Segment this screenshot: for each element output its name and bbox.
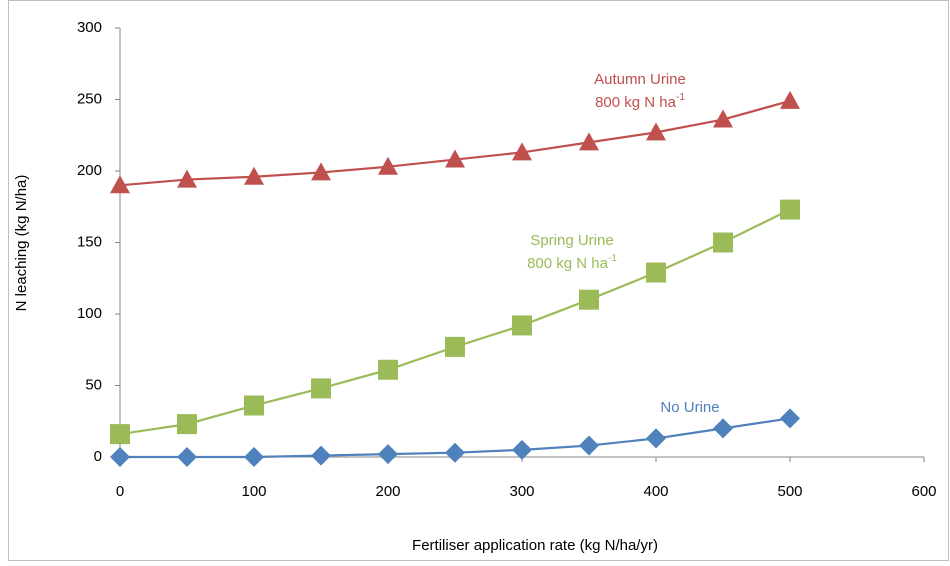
marker bbox=[445, 149, 465, 168]
y-tick-label: 300 bbox=[77, 19, 102, 36]
marker bbox=[780, 408, 800, 429]
x-tick-label: 200 bbox=[375, 483, 400, 500]
marker bbox=[646, 428, 666, 449]
marker bbox=[713, 109, 733, 128]
x-tick-label: 100 bbox=[241, 483, 266, 500]
marker bbox=[177, 414, 197, 435]
marker bbox=[244, 395, 264, 416]
marker bbox=[445, 336, 465, 357]
chart-border bbox=[8, 0, 949, 561]
y-axis-title: N leaching (kg N/ha) bbox=[13, 175, 30, 312]
marker bbox=[110, 175, 130, 194]
unit-superscript: -1 bbox=[608, 253, 617, 264]
marker bbox=[646, 262, 666, 283]
y-tick-label: 50 bbox=[85, 376, 102, 393]
y-tick-label: 100 bbox=[77, 305, 102, 322]
y-tick-label: 0 bbox=[94, 448, 102, 465]
marker bbox=[110, 424, 130, 445]
marker bbox=[244, 166, 264, 185]
y-tick-label: 250 bbox=[77, 90, 102, 107]
marker bbox=[445, 442, 465, 463]
marker bbox=[311, 162, 331, 181]
y-tick-label: 150 bbox=[77, 233, 102, 250]
marker bbox=[512, 439, 532, 460]
x-axis-title: Fertiliser application rate (kg N/ha/yr) bbox=[412, 537, 658, 554]
x-tick-label: 500 bbox=[777, 483, 802, 500]
marker bbox=[713, 232, 733, 253]
x-tick-label: 400 bbox=[643, 483, 668, 500]
marker bbox=[579, 132, 599, 151]
series-label: Spring Urine bbox=[530, 232, 613, 249]
unit-text: 800 kg N ha bbox=[527, 255, 609, 272]
marker bbox=[646, 122, 666, 141]
marker bbox=[378, 156, 398, 175]
marker bbox=[311, 445, 331, 466]
marker bbox=[110, 447, 130, 467]
marker bbox=[512, 142, 532, 161]
series-label: Autumn Urine bbox=[594, 71, 686, 88]
marker bbox=[713, 418, 733, 439]
marker bbox=[311, 378, 331, 399]
series-label: No Urine bbox=[660, 399, 719, 416]
marker bbox=[378, 359, 398, 380]
x-tick-label: 300 bbox=[509, 483, 534, 500]
marker bbox=[579, 289, 599, 310]
series-label-unit: 800 kg N ha-1 bbox=[527, 253, 617, 272]
x-tick-label: 0 bbox=[116, 483, 124, 500]
unit-text: 800 kg N ha bbox=[595, 94, 677, 111]
marker bbox=[177, 447, 197, 467]
unit-superscript: -1 bbox=[676, 92, 685, 103]
marker bbox=[378, 444, 398, 465]
marker bbox=[780, 90, 800, 109]
series-label-unit: 800 kg N ha-1 bbox=[595, 92, 685, 111]
marker bbox=[177, 169, 197, 188]
y-tick-label: 200 bbox=[77, 162, 102, 179]
marker bbox=[579, 435, 599, 456]
marker bbox=[512, 315, 532, 336]
marker bbox=[780, 199, 800, 220]
x-tick-label: 600 bbox=[911, 483, 936, 500]
marker bbox=[244, 447, 264, 467]
